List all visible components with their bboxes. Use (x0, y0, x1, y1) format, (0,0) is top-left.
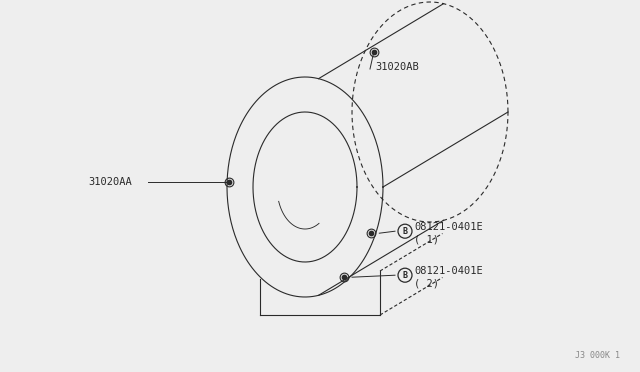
Text: J3 000K 1: J3 000K 1 (575, 351, 620, 360)
Text: B: B (403, 271, 408, 280)
Text: 08121-0401E: 08121-0401E (414, 222, 483, 232)
Text: ( 2): ( 2) (414, 278, 439, 288)
Text: 31020AB: 31020AB (375, 62, 419, 72)
Text: 31020AA: 31020AA (88, 177, 132, 187)
Text: B: B (403, 227, 408, 236)
Text: 08121-0401E: 08121-0401E (414, 266, 483, 276)
Text: ( 1): ( 1) (414, 234, 439, 244)
